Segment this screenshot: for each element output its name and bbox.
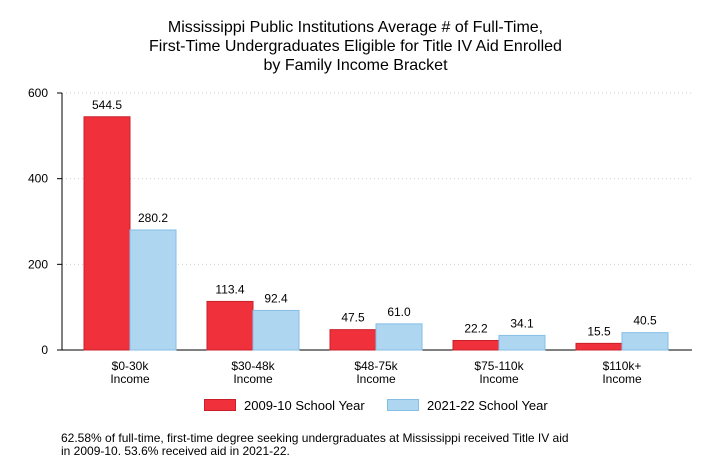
- x-tick-label: $110k+: [603, 359, 642, 373]
- y-tick-label: 400: [28, 172, 48, 186]
- x-tick-label: Income: [602, 372, 642, 386]
- footnote-line: 62.58% of full-time, first-time degree s…: [61, 431, 569, 445]
- chart-title-line: First-Time Undergraduates Eligible for T…: [149, 38, 562, 55]
- footnote-line: in 2009-10. 53.6% received aid in 2021-2…: [61, 444, 290, 458]
- footnote: 62.58% of full-time, first-time degree s…: [61, 432, 569, 458]
- bar: [329, 329, 377, 351]
- data-label: 280.2: [138, 211, 168, 225]
- x-tick-label: $48-75k: [354, 359, 398, 373]
- data-label: 15.5: [587, 324, 611, 338]
- bar: [129, 229, 177, 351]
- legend-label: 2021-22 School Year: [427, 398, 548, 413]
- x-tick-label: Income: [110, 372, 150, 386]
- y-tick-label: 0: [41, 343, 48, 357]
- x-tick-label: $75-110k: [474, 359, 524, 373]
- legend-item-2009-10: 2009-10 School Year: [204, 398, 365, 413]
- legend-swatch: [387, 399, 419, 411]
- data-label: 92.4: [264, 291, 288, 305]
- y-tick-label: 200: [28, 257, 48, 271]
- bar: [252, 309, 300, 351]
- x-tick-label: Income: [233, 372, 273, 386]
- bar: [206, 300, 254, 351]
- bar: [83, 116, 131, 351]
- data-label: 22.2: [464, 321, 488, 335]
- x-tick-label: $0-30k: [112, 359, 150, 373]
- legend-item-2021-22: 2021-22 School Year: [387, 398, 548, 413]
- x-tick-label: Income: [479, 372, 519, 386]
- data-label: 47.5: [341, 311, 365, 325]
- data-label: 61.0: [387, 305, 411, 319]
- x-tick-label: Income: [356, 372, 396, 386]
- chart-title: Mississippi Public Institutions Average …: [0, 18, 711, 75]
- data-label: 34.1: [510, 316, 534, 330]
- data-label: 113.4: [215, 282, 244, 296]
- legend-swatch: [204, 399, 236, 411]
- bar: [452, 339, 500, 351]
- bar: [575, 342, 623, 351]
- chart-title-line: Mississippi Public Institutions Average …: [167, 19, 544, 36]
- chart-title-line: by Family Income Bracket: [263, 57, 448, 74]
- data-label: 544.5: [92, 98, 122, 112]
- legend-label: 2009-10 School Year: [244, 398, 365, 413]
- x-tick-label: $30-48k: [231, 359, 275, 373]
- y-tick-label: 600: [28, 86, 48, 100]
- bar: [375, 323, 423, 351]
- bar: [621, 332, 669, 351]
- data-label: 40.5: [633, 314, 657, 328]
- bar: [498, 334, 546, 351]
